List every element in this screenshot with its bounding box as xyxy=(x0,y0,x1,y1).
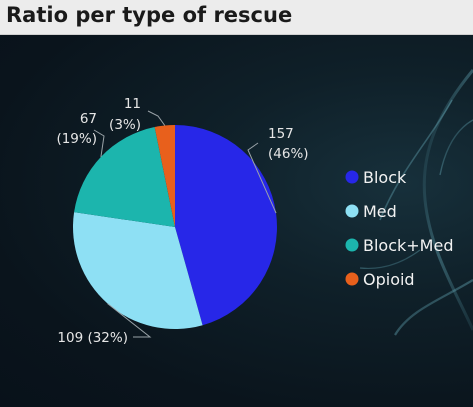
pie-slices xyxy=(73,125,278,329)
legend-item-block[interactable]: Block xyxy=(345,168,408,187)
data-label-med-value: 109 (32%) xyxy=(57,330,128,346)
data-label-opioid-percent: (3%) xyxy=(109,117,141,133)
legend-swatch-opioid xyxy=(345,272,359,286)
pie-slice-med[interactable] xyxy=(73,212,203,329)
legend-label-block-med: Block+Med xyxy=(363,236,453,255)
data-label-block-value: 157 xyxy=(268,126,294,142)
leader-line-med xyxy=(107,303,152,338)
legend-swatch-med xyxy=(345,204,359,218)
pie-slice-opioid[interactable] xyxy=(154,125,175,227)
chart-title: Ratio per type of rescue xyxy=(6,3,293,27)
data-label-block-med-percent: (19%) xyxy=(56,131,97,147)
chart-header: Ratio per type of rescue xyxy=(0,0,473,35)
legend-item-med[interactable]: Med xyxy=(345,202,397,221)
leader-line-block xyxy=(247,142,277,214)
data-label-opioid-value: 11 xyxy=(124,96,141,112)
leader-line-block-med xyxy=(93,129,105,157)
data-label-block-med-value: 67 xyxy=(80,111,97,127)
legend-label-med: Med xyxy=(363,202,397,221)
legend-label-opioid: Opioid xyxy=(363,270,415,289)
legend: Block Med Block+Med Opioid xyxy=(345,168,454,289)
data-labels: 157 (46%) 109 (32%) 67 (19%) 11 (3%) xyxy=(56,96,308,346)
pie-slice-block-med[interactable] xyxy=(74,127,175,227)
legend-item-opioid[interactable]: Opioid xyxy=(345,270,415,289)
background-decoration xyxy=(359,69,473,336)
pie-slice-block[interactable] xyxy=(175,125,278,326)
data-label-block-percent: (46%) xyxy=(268,146,309,162)
leader-lines xyxy=(93,110,277,338)
legend-label-block: Block xyxy=(363,168,407,187)
leader-line-opioid xyxy=(147,110,166,126)
legend-swatch-block-med xyxy=(345,238,359,252)
legend-item-block-med[interactable]: Block+Med xyxy=(345,236,454,255)
legend-swatch-block xyxy=(345,170,359,184)
